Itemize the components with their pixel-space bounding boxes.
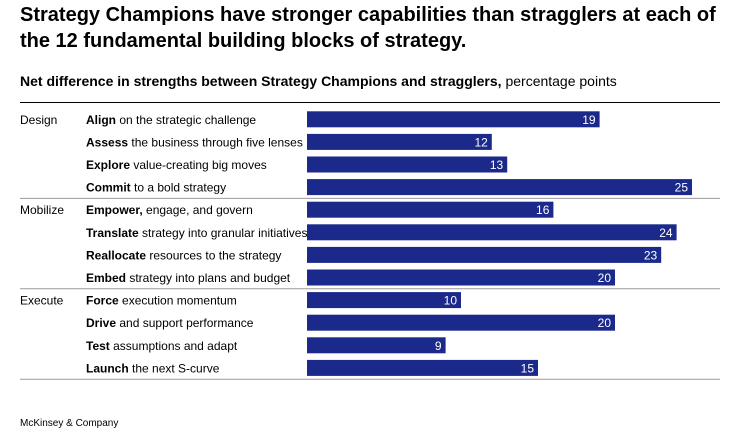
category-label: Translate strategy into granular initiat… [86, 226, 307, 240]
category-label: Force execution momentum [86, 294, 237, 308]
category-label-bold: Align [86, 113, 116, 127]
data-label: 20 [598, 271, 612, 285]
category-label: Test assumptions and adapt [86, 339, 238, 353]
footer-source: McKinsey & Company [20, 418, 119, 429]
category-label-bold: Assess [86, 135, 128, 149]
category-label-bold: Launch [86, 361, 129, 375]
category-label: Commit to a bold strategy [86, 181, 226, 195]
data-label: 20 [598, 316, 612, 330]
data-label: 25 [675, 181, 689, 195]
category-label: Reallocate resources to the strategy [86, 248, 281, 262]
category-label-bold: Drive [86, 316, 116, 330]
bar [307, 359, 538, 376]
category-label-rest: strategy into plans and budget [126, 271, 291, 285]
bar-chart: Design Align on the strategic challenge 19… [20, 111, 720, 380]
group-label: Execute [20, 294, 64, 308]
category-label-bold: Empower, [86, 203, 143, 217]
category-label: Empower, engage, and govern [86, 203, 253, 217]
category-label-rest: resources to the strategy [146, 248, 281, 262]
bar [307, 156, 508, 173]
category-label-rest: to a bold strategy [131, 181, 226, 195]
subtitle-unit: percentage points [505, 73, 617, 89]
data-label: 15 [521, 361, 535, 375]
bar [307, 269, 615, 286]
category-label: Align on the strategic challenge [86, 113, 256, 127]
category-label-rest: engage, and govern [143, 203, 253, 217]
bar [307, 292, 461, 309]
group-label: Mobilize [20, 203, 64, 217]
category-label: Launch the next S-curve [86, 361, 220, 375]
bar [307, 314, 615, 331]
category-label-rest: the business through five lenses [128, 135, 303, 149]
category-label-rest: on the strategic challenge [116, 113, 256, 127]
category-label-rest: and support performance [116, 316, 254, 330]
bar [307, 179, 692, 196]
category-label-rest: the next S-curve [129, 361, 220, 375]
bar [307, 133, 492, 150]
data-label: 16 [536, 203, 550, 217]
category-label-rest: value-creating big moves [130, 158, 267, 172]
category-label: Assess the business through five lenses [86, 135, 303, 149]
bar [307, 111, 600, 128]
category-label: Drive and support performance [86, 316, 254, 330]
category-label-bold: Commit [86, 181, 131, 195]
data-label: 23 [644, 248, 658, 262]
chart-title: Strategy Champions have stronger capabil… [20, 4, 716, 52]
bar [307, 201, 554, 218]
data-label: 10 [444, 294, 458, 308]
category-label-bold: Reallocate [86, 248, 146, 262]
subtitle-bold: Net difference in strengths between Stra… [20, 73, 502, 89]
category-label: Explore value-creating big moves [86, 158, 267, 172]
data-label: 9 [435, 339, 442, 353]
category-label-bold: Translate [86, 226, 139, 240]
data-label: 13 [490, 158, 504, 172]
category-label-rest: execution momentum [119, 294, 237, 308]
bar [307, 246, 662, 263]
bar [307, 224, 677, 241]
category-label-rest: strategy into granular initiatives [139, 226, 308, 240]
category-label-bold: Force [86, 294, 119, 308]
group-label: Design [20, 113, 57, 127]
category-label: Embed strategy into plans and budget [86, 271, 291, 285]
category-label-bold: Test [86, 339, 110, 353]
data-label: 24 [659, 226, 673, 240]
data-label: 19 [582, 113, 596, 127]
category-label-bold: Embed [86, 271, 126, 285]
chart-subtitle: Net difference in strengths between Stra… [20, 72, 617, 90]
category-label-bold: Explore [86, 158, 130, 172]
category-label-rest: assumptions and adapt [110, 339, 238, 353]
data-label: 12 [474, 135, 488, 149]
bar [307, 337, 446, 354]
header-rule [20, 102, 720, 103]
